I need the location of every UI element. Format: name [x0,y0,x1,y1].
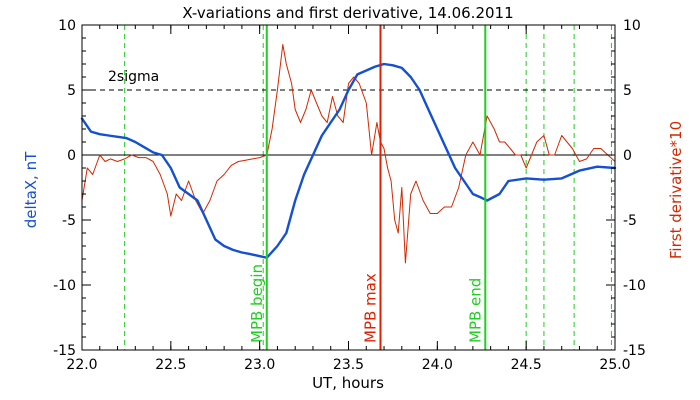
y-right-tick-label: 10 [623,18,641,34]
y-left-tick-label: -15 [53,343,76,359]
y-left-tick-label: -10 [53,278,76,294]
threshold-label: 2sigma [108,69,159,85]
y-right-tick-label: -5 [623,213,637,229]
x-axis-title: UT, hours [312,374,384,392]
y-left-tick-label: 5 [67,83,76,99]
series-line-derivative [81,44,616,264]
plot-area: 2sigma MPB begin MPB max MPB end 22.0 22.5 23.… [53,18,646,373]
x-tick-label: 24.5 [511,357,542,373]
chart-title: X-variations and first derivative, 14.06… [182,4,513,22]
x-tick-label: 23.0 [244,357,275,373]
y-left-tick-label: -5 [62,213,76,229]
x-tick-label: 22.0 [66,357,97,373]
mpb-marker-label: MPB begin [248,264,266,343]
y-left-tick-label: 10 [58,18,76,34]
y-axis-right-title: First derivative*10 [667,121,685,259]
x-tick-label: 24.0 [422,357,453,373]
series-line-deltax [80,62,617,259]
y-axis-left-title: deltaX, nT [22,151,40,228]
y-right-tick-label: -15 [623,343,646,359]
x-tick-label: 25.0 [599,357,630,373]
y-right-tick-label: 5 [623,83,632,99]
y-left-tick-label: 0 [67,148,76,164]
mpb-marker-label: MPB max [361,273,379,343]
y-right-tick-label: -10 [623,278,646,294]
mpb-marker-label: MPB end [466,278,484,343]
x-tick-label: 22.5 [155,357,186,373]
y-right-tick-label: 0 [623,148,632,164]
x-tick-label: 23.5 [333,357,364,373]
